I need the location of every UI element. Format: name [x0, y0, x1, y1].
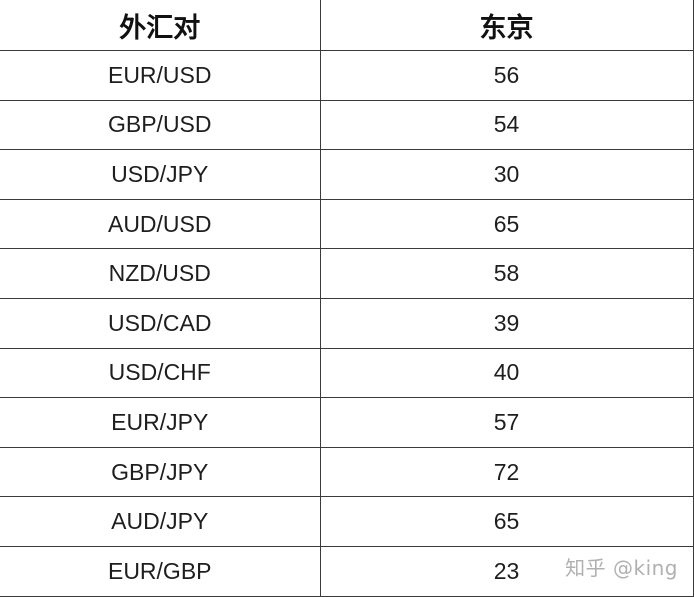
cell-pair: USD/CAD [0, 297, 321, 349]
header-row: 外汇对 东京 [0, 0, 694, 51]
cell-pair: USD/JPY [0, 149, 321, 200]
table-row: AUD/JPY 65 [0, 496, 694, 547]
cell-pair: AUD/JPY [0, 496, 321, 547]
cell-pair: GBP/JPY [0, 446, 321, 498]
table-row: GBP/USD 54 [0, 99, 694, 151]
cell-tokyo: 23 [319, 545, 694, 597]
table-row: EUR/USD 56 [0, 50, 694, 101]
column-header-pair: 外汇对 [0, 0, 321, 51]
table-row: NZD/USD 58 [0, 248, 694, 299]
cell-tokyo: 56 [319, 50, 694, 101]
cell-pair: USD/CHF [0, 347, 321, 399]
cell-tokyo: 72 [319, 446, 694, 498]
cell-pair: EUR/JPY [0, 397, 321, 448]
cell-tokyo: 57 [319, 397, 694, 448]
cell-pair: EUR/USD [0, 50, 321, 101]
cell-pair: EUR/GBP [0, 545, 321, 597]
cell-tokyo: 30 [319, 149, 694, 200]
cell-pair: GBP/USD [0, 99, 321, 151]
cell-tokyo: 39 [319, 297, 694, 349]
table-row: USD/JPY 30 [0, 149, 694, 200]
table-row: GBP/JPY 72 [0, 446, 694, 498]
table-row: EUR/JPY 57 [0, 397, 694, 448]
cell-pair: AUD/USD [0, 198, 321, 250]
table-row: EUR/GBP 23 [0, 545, 694, 597]
cell-pair: NZD/USD [0, 248, 321, 299]
table-row: USD/CAD 39 [0, 297, 694, 349]
table-row: AUD/USD 65 [0, 198, 694, 250]
cell-tokyo: 65 [319, 496, 694, 547]
cell-tokyo: 54 [319, 99, 694, 151]
cell-tokyo: 65 [319, 198, 694, 250]
cell-tokyo: 40 [319, 347, 694, 399]
table-row: USD/CHF 40 [0, 347, 694, 399]
cell-tokyo: 58 [319, 248, 694, 299]
column-header-tokyo: 东京 [319, 0, 694, 51]
